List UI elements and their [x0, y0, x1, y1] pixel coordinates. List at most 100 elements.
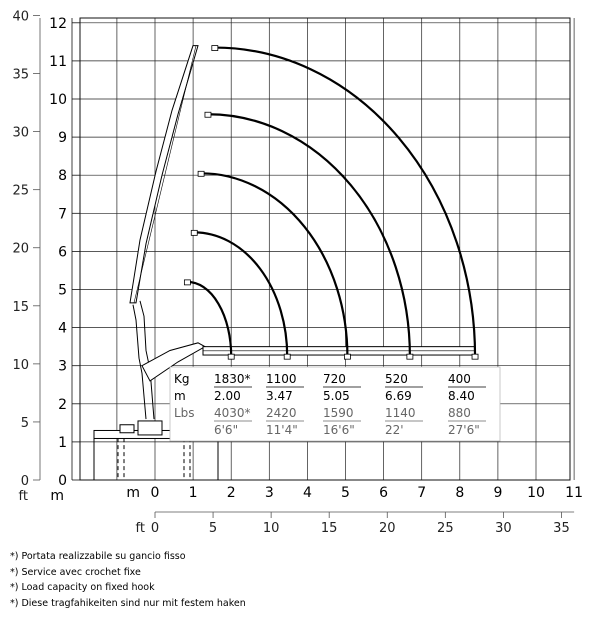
bottom-ft-tick-label: 15 — [321, 521, 338, 536]
m-label: m — [174, 389, 186, 403]
hook-point — [406, 353, 414, 360]
lbs-label: Lbs — [174, 406, 195, 420]
reach-arc — [207, 113, 411, 357]
bottom-m-tick-label: 1 — [189, 485, 198, 501]
boom-raised-inner — [133, 45, 197, 303]
boom-raised — [129, 45, 199, 304]
footnote-it: *) Portata realizzabile su gancio fisso — [10, 551, 186, 562]
ft-tick-label: 5 — [21, 416, 29, 431]
m-tick-label: 8 — [58, 168, 67, 184]
hook-point — [227, 353, 235, 360]
bottom-m-tick-label: 9 — [493, 485, 502, 501]
ft-value: 11'4" — [266, 423, 298, 437]
ft-tick-label: 40 — [12, 9, 29, 24]
kg-value: 720 — [323, 372, 346, 386]
m-tick-label: 9 — [58, 130, 67, 146]
bottom-ft-tick-label: 20 — [379, 521, 396, 536]
bottom-m-tick-label: 8 — [455, 485, 464, 501]
kg-label: Kg — [174, 372, 190, 386]
m-value: 5.05 — [323, 389, 350, 403]
bottom-m-tick-label: 4 — [303, 485, 312, 501]
ft-tick-label: 15 — [12, 300, 29, 315]
hook-point — [471, 353, 479, 360]
reach-arc — [187, 280, 233, 357]
lbs-value: 2420 — [266, 406, 297, 420]
left-ft-unit: ft — [19, 489, 28, 504]
capacity-table: Kg m Lbs 1830* 2.00 4030* 6'6" 1100 3.47 2420 11'4… — [169, 366, 501, 442]
footnote-en: *) Load capacity on fixed hook — [10, 582, 155, 593]
boom-tip — [197, 170, 205, 177]
base-block — [119, 424, 135, 434]
m-tick-label: 4 — [58, 321, 67, 337]
bottom-ft-tick-label: 30 — [495, 521, 512, 536]
m-tick-label: 6 — [58, 244, 67, 260]
bottom-m-unit: m — [126, 485, 140, 501]
hook-point — [344, 353, 351, 360]
left-m-unit: m — [50, 488, 64, 504]
ft-value: 22' — [385, 423, 404, 437]
bottom-m-tick-label: 7 — [417, 485, 426, 501]
ft-tick-label: 20 — [12, 242, 29, 257]
boom-tip — [211, 45, 219, 51]
m-value: 2.00 — [214, 389, 241, 403]
boom-tip — [183, 279, 191, 286]
ft-tick-label: 25 — [12, 184, 29, 199]
bottom-m-tick-label: 10 — [527, 485, 545, 501]
lbs-value: 4030* — [214, 406, 251, 420]
column-base — [137, 420, 163, 436]
ft-value: 16'6" — [323, 423, 355, 437]
grid — [79, 17, 575, 481]
ft-tick-label: 0 — [21, 474, 29, 489]
ft-tick-label: 35 — [12, 68, 29, 83]
m-tick-label: 3 — [58, 359, 67, 375]
boom-tip — [190, 229, 198, 236]
kg-value: 1830* — [214, 372, 251, 386]
reach-arc — [201, 172, 349, 357]
lbs-value: 1590 — [323, 406, 354, 420]
crane-silhouette — [93, 45, 476, 480]
grid-frame — [79, 17, 571, 481]
m-tick-label: 2 — [58, 397, 67, 413]
bottom-m-tick-label: 6 — [379, 485, 388, 501]
kg-value: 400 — [448, 372, 471, 386]
lbs-value: 1140 — [385, 406, 416, 420]
bottom-ft-tick-label: 10 — [263, 521, 280, 536]
kg-value: 520 — [385, 372, 408, 386]
ft-value: 6'6" — [214, 423, 238, 437]
bottom-m-tick-label: 3 — [265, 485, 274, 501]
m-tick-label: 11 — [49, 54, 67, 70]
m-tick-label: 7 — [58, 206, 67, 222]
footnote-fr: *) Service avec crochet fixe — [10, 566, 141, 578]
m-value: 6.69 — [385, 389, 412, 403]
m-tick-label: 1 — [58, 435, 67, 451]
m-tick-label: 0 — [58, 473, 67, 489]
footnotes: *) Portata realizzabile su gancio fisso … — [10, 549, 246, 611]
m-tick-label: 12 — [49, 16, 67, 32]
m-tick-label: 10 — [49, 92, 67, 108]
ft-tick-label: 30 — [12, 126, 29, 141]
bottom-m-tick-label: 2 — [227, 485, 236, 501]
reach-arc — [194, 231, 289, 357]
reach-arcs — [183, 45, 479, 360]
bottom-ft-unit: ft — [136, 521, 145, 536]
m-value: 8.40 — [448, 389, 475, 403]
table-box — [169, 366, 501, 442]
bottom-ft-tick-label: 0 — [151, 521, 159, 536]
ft-tick-label: 10 — [12, 358, 29, 373]
lbs-value: 880 — [448, 406, 471, 420]
bottom-ft-tick-label: 35 — [553, 521, 570, 536]
kg-value: 1100 — [266, 372, 297, 386]
ft-value: 27'6" — [448, 423, 480, 437]
crane-column — [132, 300, 155, 420]
bottom-m-tick-label: 0 — [151, 485, 160, 501]
bottom-m-tick-label: 5 — [341, 485, 350, 501]
footnote-de: *) Diese tragfahikeiten sind nur mit fes… — [10, 597, 246, 609]
m-value: 3.47 — [266, 389, 293, 403]
m-tick-label: 5 — [58, 283, 67, 299]
bottom-m-tick-label: 11 — [565, 485, 583, 501]
bottom-ft-tick-label: 25 — [437, 521, 454, 536]
reach-arc — [214, 46, 477, 357]
